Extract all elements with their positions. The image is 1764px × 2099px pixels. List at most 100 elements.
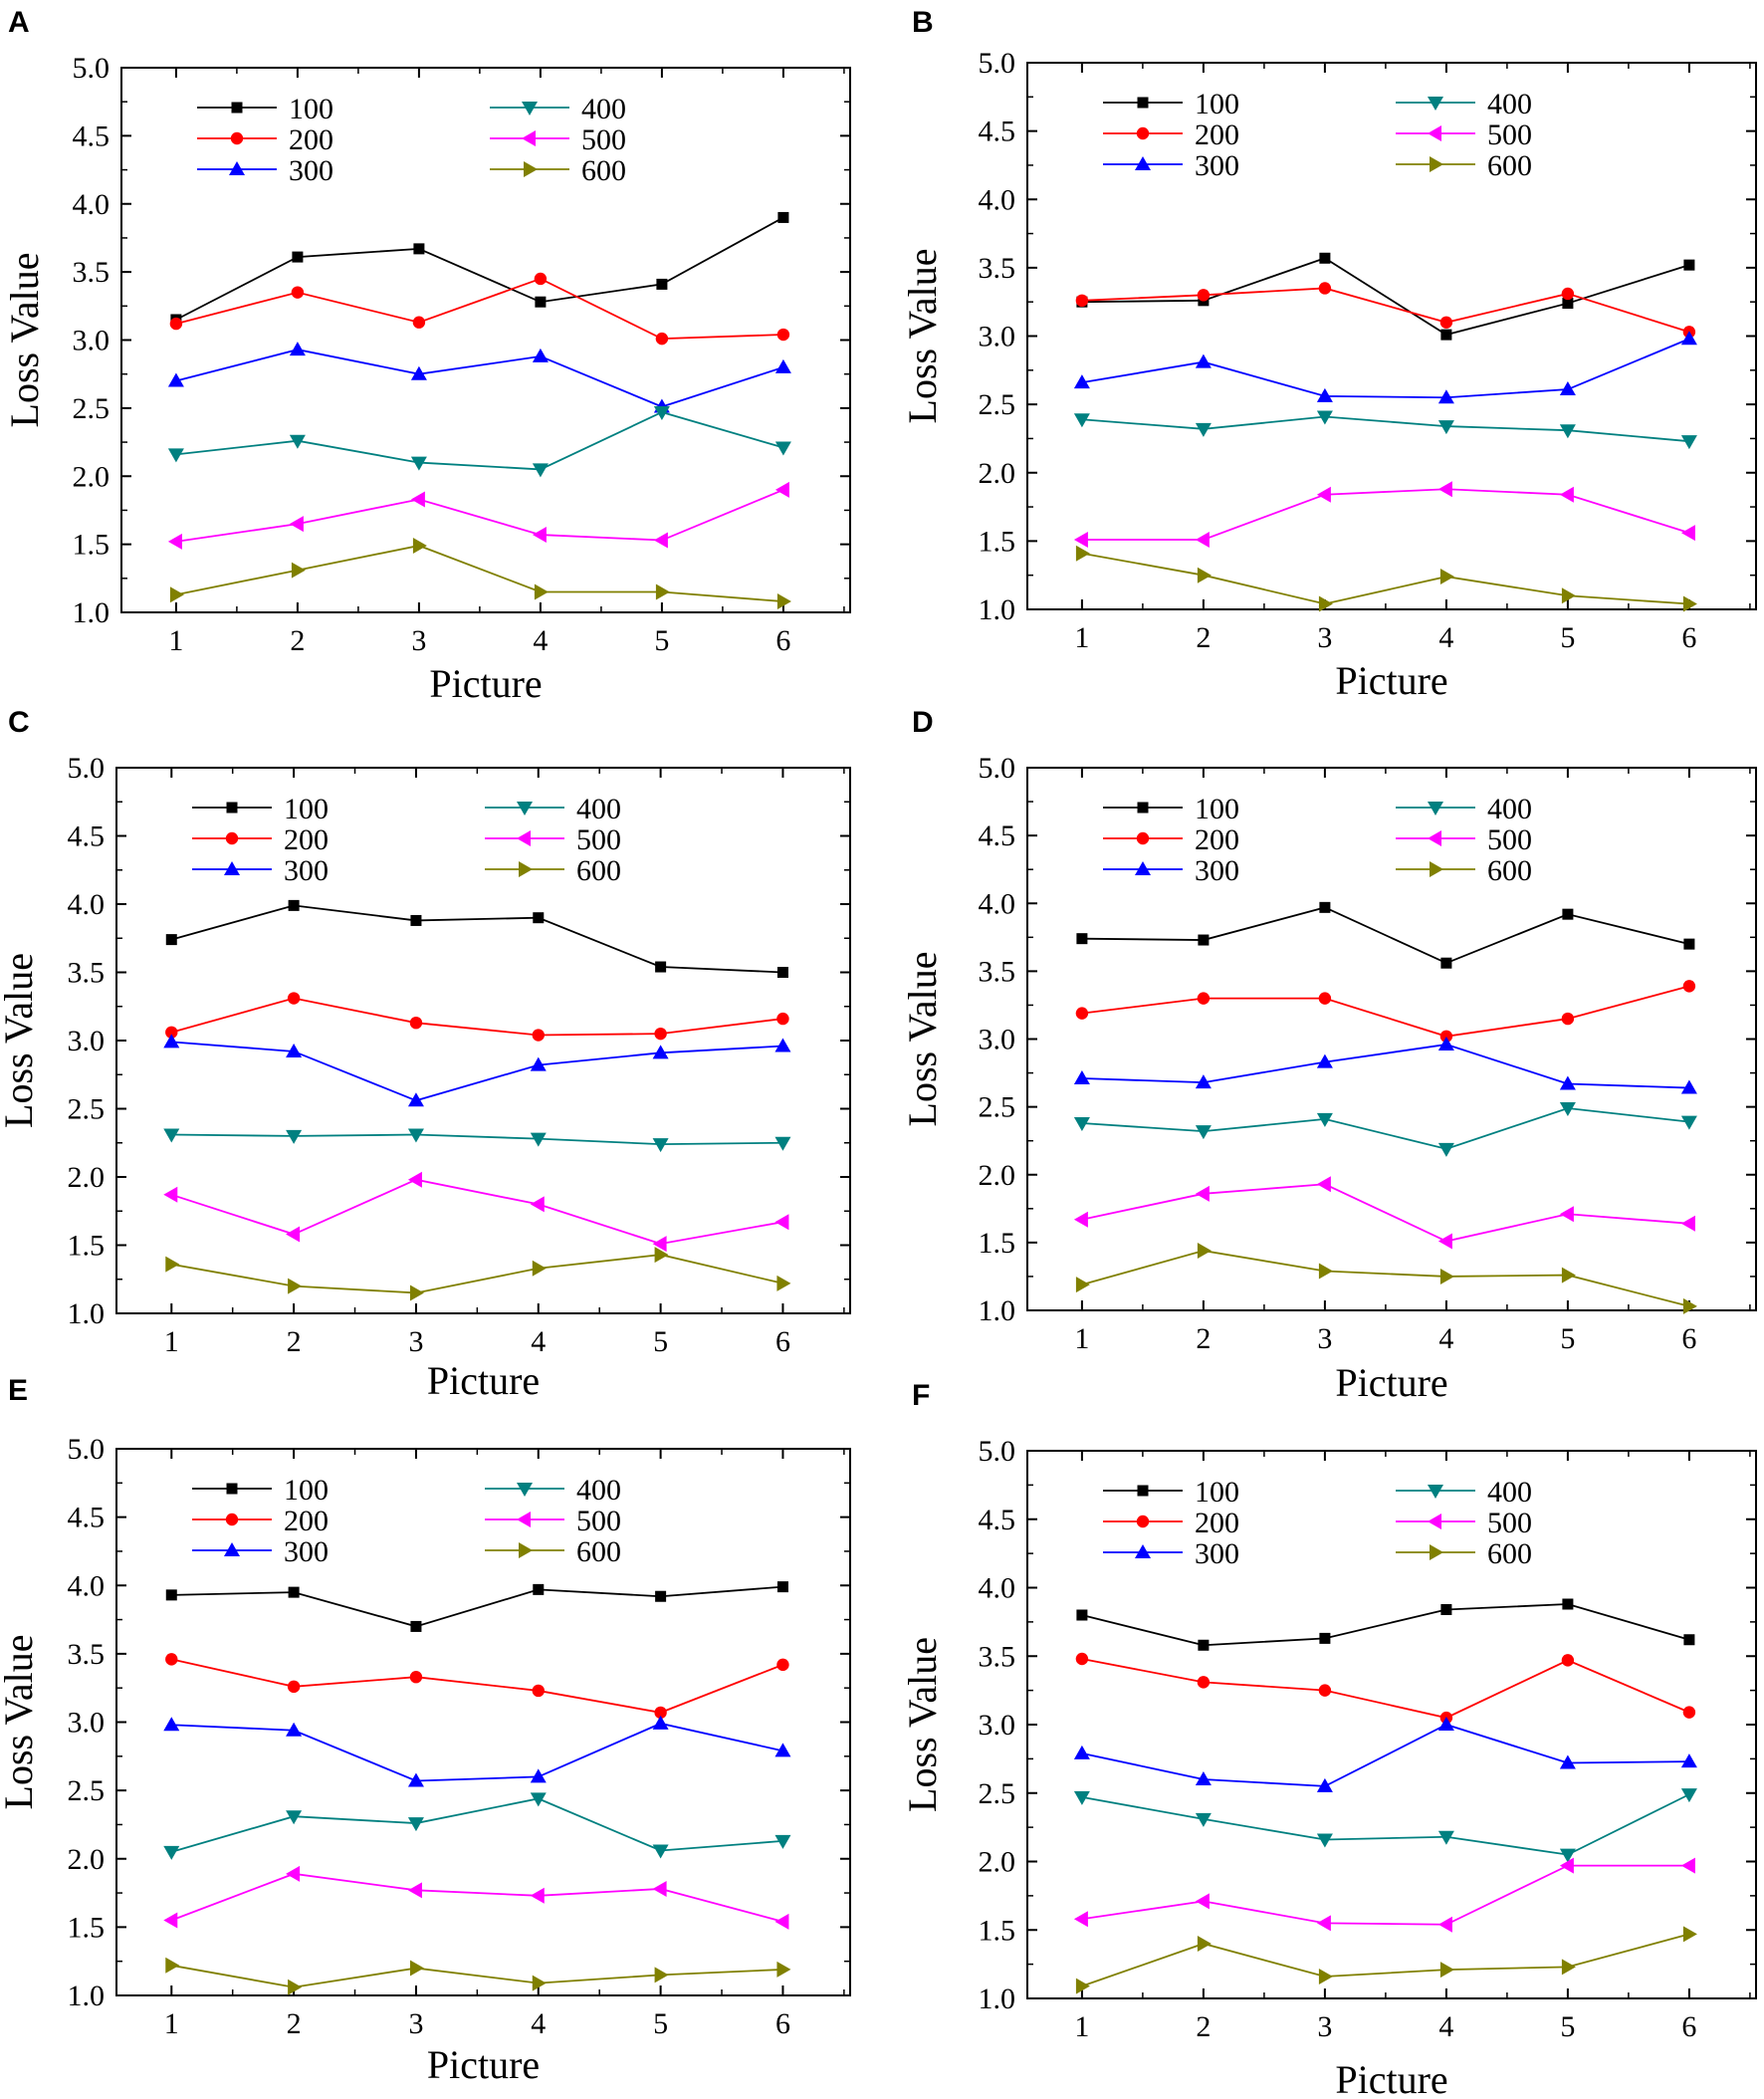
- data-point-400: [1073, 413, 1090, 428]
- data-point-300: [1680, 1079, 1697, 1094]
- data-point-600: [1561, 587, 1576, 604]
- data-point-600: [288, 1278, 303, 1294]
- series-200: [1075, 980, 1696, 1043]
- data-point-500: [1680, 1857, 1695, 1874]
- data-point-400: [530, 1132, 547, 1147]
- data-point-400: [1437, 1830, 1454, 1845]
- data-point-600: [1197, 1936, 1212, 1952]
- legend-marker: [225, 831, 239, 845]
- series-line-200: [171, 997, 783, 1037]
- y-axis-title: Loss Value: [900, 1637, 945, 1812]
- series-line-200: [1081, 1658, 1690, 1720]
- series-line-100: [171, 904, 783, 974]
- y-axis-title: Loss Value: [900, 249, 945, 424]
- data-point-300: [1316, 387, 1333, 402]
- data-point-300: [286, 1722, 303, 1737]
- data-point-500: [1437, 1233, 1452, 1250]
- data-point-500: [652, 1880, 667, 1897]
- data-point-400: [532, 463, 549, 478]
- series-line-400: [1081, 1107, 1689, 1150]
- y-axis-title: Loss Value: [0, 1635, 41, 1810]
- x-tick-label: 5: [654, 624, 669, 657]
- legend-marker: [1428, 125, 1441, 141]
- legend-marker: [1137, 97, 1149, 109]
- panel-letter: D: [912, 706, 934, 739]
- legend-marker: [1428, 802, 1443, 816]
- data-point-100: [535, 296, 547, 308]
- data-point-500: [289, 516, 304, 533]
- y-tick-label: 2.5: [73, 392, 110, 425]
- data-point-300: [530, 1056, 547, 1071]
- legend-label: 500: [1487, 823, 1532, 856]
- data-point-600: [776, 1961, 791, 1978]
- data-point-500: [286, 1226, 301, 1243]
- series-line-100: [1081, 257, 1690, 337]
- data-point-300: [167, 372, 184, 387]
- data-point-200: [1318, 992, 1332, 1005]
- x-tick-label: 6: [775, 1325, 790, 1358]
- series-600: [1075, 545, 1697, 612]
- data-point-500: [1073, 532, 1088, 549]
- data-point-200: [1318, 1684, 1332, 1697]
- data-point-100: [1440, 329, 1452, 341]
- data-point-200: [1439, 316, 1453, 329]
- x-tick-label: 3: [411, 624, 426, 657]
- legend-label: 300: [289, 154, 333, 187]
- plot-frame: [1026, 767, 1757, 1311]
- data-point-300: [1316, 1053, 1333, 1068]
- data-point-500: [652, 1236, 667, 1253]
- y-tick-label: 5.0: [68, 752, 106, 785]
- panel-letter: B: [912, 6, 934, 39]
- data-point-300: [652, 1715, 669, 1730]
- data-point-500: [1680, 525, 1695, 542]
- legend-entry-500: 500: [490, 123, 626, 156]
- legend-entry-600: 600: [485, 854, 621, 887]
- panel-e: E 1.0 1.5 2.0 2.5 3.0 3.5 4.0 4.5 5.0 1 2 3 4 5 6 Pictur…: [0, 1374, 851, 2087]
- legend-marker: [1137, 802, 1149, 814]
- data-point-400: [407, 1128, 424, 1143]
- y-tick-label: 2.0: [979, 457, 1016, 490]
- panel-letter: C: [8, 706, 30, 739]
- series-400: [1073, 410, 1697, 450]
- data-point-200: [1075, 1007, 1089, 1020]
- y-tick-label: 3.0: [68, 1025, 106, 1057]
- x-tick-label: 2: [287, 2007, 302, 2040]
- legend-entry-400: 400: [1396, 793, 1532, 825]
- data-point-100: [288, 1586, 300, 1598]
- data-point-400: [774, 1136, 791, 1151]
- data-point-500: [653, 532, 668, 549]
- data-point-500: [1437, 481, 1452, 498]
- data-point-200: [1561, 1012, 1575, 1026]
- legend-entry-200: 200: [1103, 118, 1239, 151]
- legend-marker: [524, 161, 538, 177]
- panel-letter: E: [8, 1374, 28, 1407]
- data-point-400: [407, 1817, 424, 1832]
- legend-marker: [517, 1483, 533, 1497]
- y-tick-label: 1.5: [73, 529, 110, 562]
- x-tick-label: 3: [1317, 1322, 1332, 1355]
- series-300: [167, 342, 791, 413]
- series-line-100: [1081, 906, 1690, 965]
- data-point-600: [1561, 1267, 1576, 1283]
- data-point-200: [1561, 287, 1575, 301]
- series-line-400: [1081, 415, 1689, 443]
- series-line-300: [1081, 1724, 1689, 1787]
- data-point-100: [1562, 1598, 1574, 1610]
- data-point-600: [655, 583, 670, 600]
- legend-entry-200: 200: [192, 823, 329, 856]
- legend-marker: [224, 861, 240, 875]
- x-tick-label: 6: [775, 624, 790, 657]
- data-point-200: [409, 1671, 423, 1684]
- legend-marker: [1428, 1485, 1443, 1499]
- data-point-300: [1559, 381, 1576, 396]
- legend-marker: [1428, 1514, 1441, 1529]
- data-point-300: [1073, 374, 1090, 389]
- data-point-200: [1318, 282, 1332, 295]
- y-tick-label: 4.0: [68, 888, 106, 921]
- data-point-300: [1195, 1074, 1212, 1089]
- series-line-100: [1081, 1603, 1690, 1647]
- series-line-500: [175, 489, 784, 543]
- panel-c: C 1.0 1.5 2.0 2.5 3.0 3.5 4.0 4.5 5.0 1 2 3 4 5 6 Pictur…: [0, 706, 851, 1403]
- data-point-200: [654, 1027, 667, 1041]
- y-tick-label: 3.0: [68, 1707, 106, 1740]
